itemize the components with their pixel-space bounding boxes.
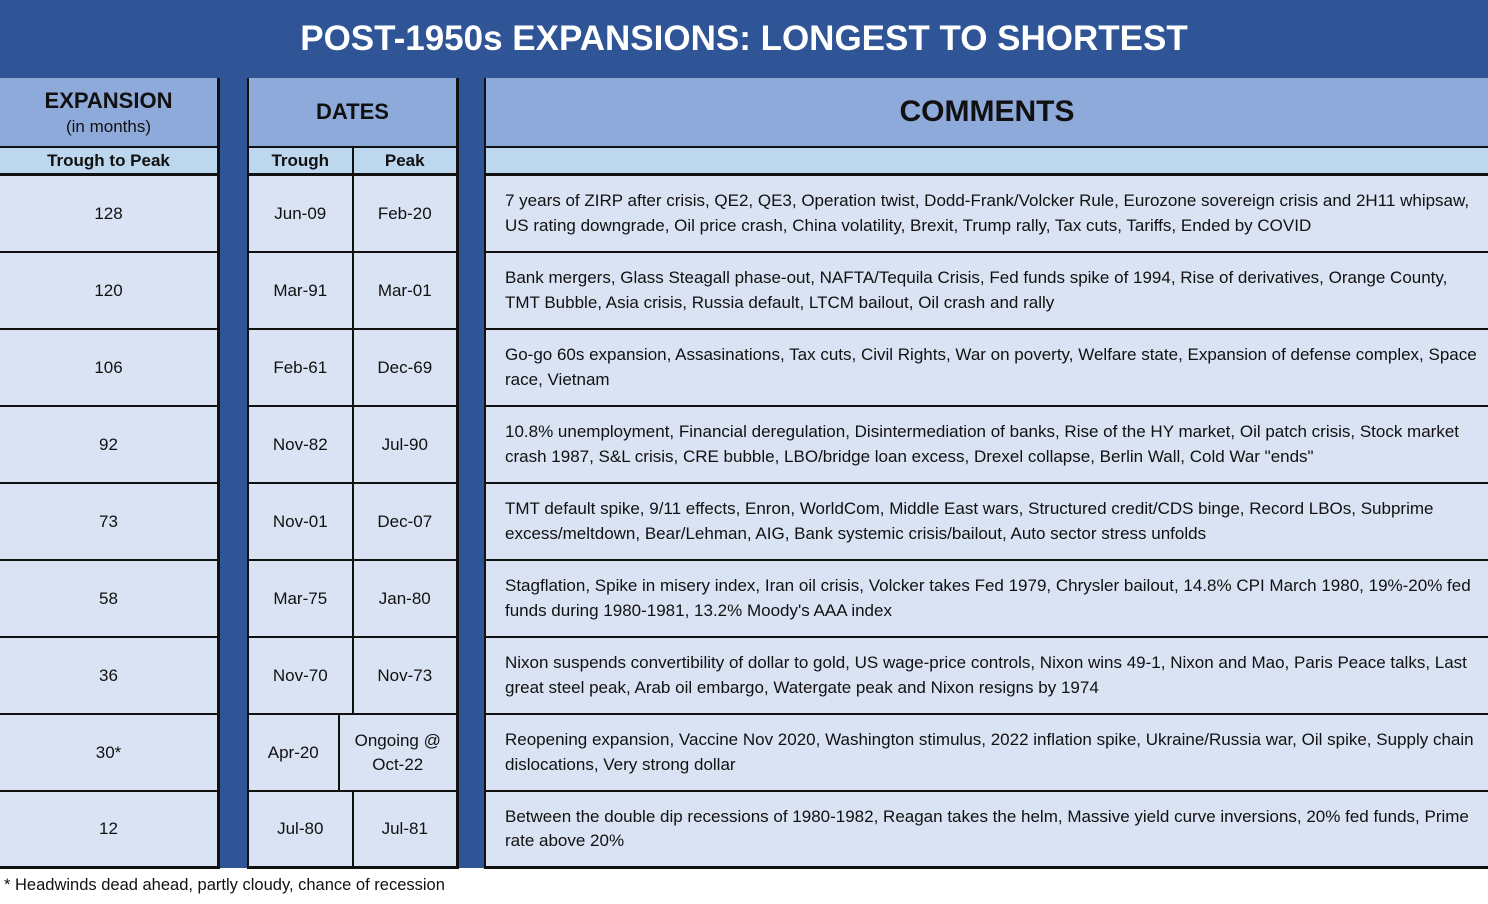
footnote: * Headwinds dead ahead, partly cloudy, c… — [4, 876, 445, 894]
comments-header-label: COMMENTS — [899, 95, 1075, 128]
dates-header-label: DATES — [316, 99, 389, 124]
table-row: Reopening expansion, Vaccine Nov 2020, W… — [484, 715, 1488, 792]
table-row: Feb-61 Dec-69 — [247, 330, 459, 407]
table-row: TMT default spike, 9/11 effects, Enron, … — [484, 484, 1488, 561]
trough-date: Feb-61 — [249, 330, 354, 405]
trough-date: Mar-75 — [249, 561, 354, 636]
comment-text: Nixon suspends convertibility of dollar … — [505, 653, 1467, 697]
expansion-header-sub: (in months) — [65, 116, 152, 136]
table-row: Jul-80 Jul-81 — [247, 792, 459, 869]
table-row: Apr-20 Ongoing @ Oct-22 — [247, 715, 459, 792]
peak-date: Mar-01 — [377, 280, 432, 300]
column-separator — [459, 78, 484, 868]
peak-date: Nov-73 — [377, 665, 433, 685]
expansion-months: 120 — [94, 280, 123, 300]
dates-subheader: Trough Peak — [247, 148, 459, 176]
peak-date: Jul-90 — [381, 434, 428, 454]
expansion-months: 73 — [99, 511, 118, 531]
peak-date: Jan-80 — [378, 588, 431, 608]
expansion-months: 128 — [94, 203, 123, 223]
table-row: Stagflation, Spike in misery index, Iran… — [484, 561, 1488, 638]
peak-date: Dec-07 — [377, 511, 433, 531]
comment-text: Reopening expansion, Vaccine Nov 2020, W… — [505, 730, 1474, 774]
table-row: Jun-09 Feb-20 — [247, 176, 459, 253]
table-row: 120 — [0, 253, 220, 330]
trough-to-peak-label: Trough to Peak — [47, 150, 170, 170]
table-row: Between the double dip recessions of 198… — [484, 792, 1488, 869]
comments-subheader — [484, 148, 1488, 176]
peak-date: Jul-81 — [381, 819, 428, 838]
table-row: 7 years of ZIRP after crisis, QE2, QE3, … — [484, 176, 1488, 253]
trough-date: Apr-20 — [249, 715, 340, 790]
table-row: Go-go 60s expansion, Assasinations, Tax … — [484, 330, 1488, 407]
trough-date: Nov-70 — [249, 638, 354, 713]
table-row: Mar-75 Jan-80 — [247, 561, 459, 638]
trough-date: Jul-80 — [249, 792, 354, 866]
expansion-months: 106 — [94, 357, 123, 377]
peak-date: Ongoing @ Oct-22 — [354, 730, 441, 774]
comment-text: 10.8% unemployment, Financial deregulati… — [505, 422, 1460, 466]
comment-text: Go-go 60s expansion, Assasinations, Tax … — [505, 345, 1477, 389]
comments-header: COMMENTS — [484, 78, 1488, 148]
expansion-header: EXPANSION (in months) — [0, 78, 220, 148]
table-row: Nixon suspends convertibility of dollar … — [484, 638, 1488, 715]
table-row: Nov-01 Dec-07 — [247, 484, 459, 561]
trough-date: Nov-01 — [249, 484, 354, 559]
peak-label: Peak — [384, 150, 425, 170]
column-separator — [220, 78, 247, 868]
expansion-months: 58 — [99, 588, 118, 608]
expansion-subheader: Trough to Peak — [0, 148, 220, 176]
table-row: Mar-91 Mar-01 — [247, 253, 459, 330]
table-row: 30* — [0, 715, 220, 792]
comment-text: TMT default spike, 9/11 effects, Enron, … — [505, 499, 1434, 543]
dates-header: DATES — [247, 78, 459, 148]
table-row: 128 — [0, 176, 220, 253]
trough-date: Nov-82 — [249, 407, 354, 482]
trough-date: Jun-09 — [249, 176, 354, 251]
peak-date: Dec-69 — [377, 357, 433, 377]
table-row: Nov-82 Jul-90 — [247, 407, 459, 484]
table-row: 92 — [0, 407, 220, 484]
date-rows: Jun-09 Feb-20 Mar-91 Mar-01 Feb-61 Dec-69 Nov-… — [247, 176, 459, 869]
expansion-months: 12 — [99, 819, 118, 838]
comments-column: COMMENTS 7 years of ZIRP after crisis, Q… — [484, 78, 1488, 869]
expansion-months: 30* — [95, 742, 122, 762]
table-row: 12 — [0, 792, 220, 869]
table-row: Bank mergers, Glass Steagall phase-out, … — [484, 253, 1488, 330]
comment-text: Stagflation, Spike in misery index, Iran… — [505, 576, 1471, 620]
page-title: POST-1950s EXPANSIONS: LONGEST TO SHORTE… — [0, 0, 1488, 78]
dates-column: DATES Trough Peak Jun-09 Feb-20 Mar-91 Mar-… — [247, 78, 459, 869]
expansion-column: EXPANSION (in months) Trough to Peak 128… — [0, 78, 220, 869]
table-row: 36 — [0, 638, 220, 715]
comment-rows: 7 years of ZIRP after crisis, QE2, QE3, … — [484, 176, 1488, 869]
table-row: 106 — [0, 330, 220, 407]
table-row: 10.8% unemployment, Financial deregulati… — [484, 407, 1488, 484]
trough-label: Trough — [249, 148, 354, 173]
table-row: 58 — [0, 561, 220, 638]
expansion-months: 92 — [99, 434, 118, 454]
trough-date: Mar-91 — [249, 253, 354, 328]
expansion-header-label: EXPANSION — [44, 87, 173, 113]
table-row: Nov-70 Nov-73 — [247, 638, 459, 715]
comment-text: 7 years of ZIRP after crisis, QE2, QE3, … — [505, 191, 1470, 235]
peak-date: Feb-20 — [377, 203, 432, 223]
expansion-rows: 128 120 106 92 73 58 36 30* 12 — [0, 176, 220, 869]
expansion-months: 36 — [99, 665, 118, 685]
comment-text: Between the double dip recessions of 198… — [505, 806, 1469, 851]
table-row: 73 — [0, 484, 220, 561]
comment-text: Bank mergers, Glass Steagall phase-out, … — [505, 268, 1448, 312]
